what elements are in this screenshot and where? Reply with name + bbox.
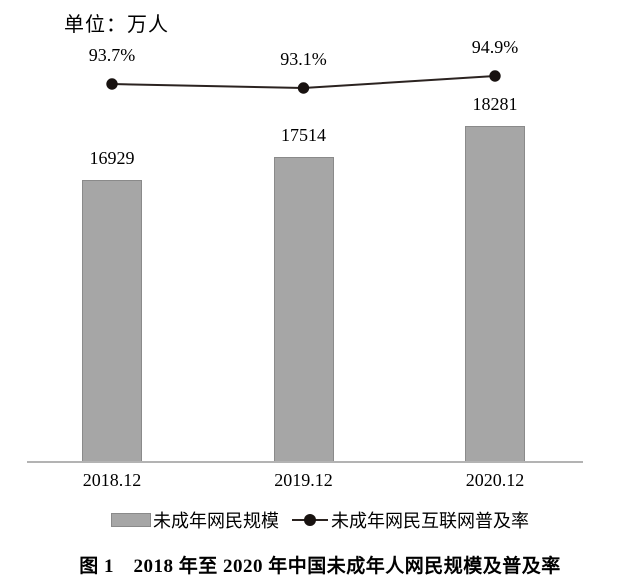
bar-value-label: 16929 — [89, 148, 135, 168]
bar-series-label: 未成年网民规模 — [153, 511, 279, 531]
x-tick-label: 2019.12 — [274, 470, 333, 490]
line-series-label: 未成年网民互联网普及率 — [331, 511, 529, 531]
bar-series-swatch — [111, 513, 151, 527]
line-data-dot — [106, 78, 118, 90]
line-dot-icon — [304, 514, 316, 526]
unit-label: 单位：万人 — [64, 14, 169, 36]
line-data-dot — [297, 82, 310, 94]
x-tick-label: 2020.12 — [465, 470, 525, 490]
bar-2018.12 — [82, 180, 142, 462]
bar-2019.12 — [273, 157, 334, 462]
line-value-label: 93.7% — [88, 45, 136, 65]
legend: 未成年网民规模 未成年网民互联网普及率 — [0, 507, 640, 533]
bar-2020.12 — [465, 126, 525, 462]
line-value-label: 93.1% — [280, 49, 327, 69]
bar-value-label: 17514 — [281, 125, 326, 145]
line-series-marker — [292, 514, 328, 526]
bar-value-label: 18281 — [472, 94, 518, 114]
line-value-label: 94.9% — [471, 37, 519, 57]
x-axis-line — [27, 461, 583, 463]
figure-caption: 图 1 2018 年至 2020 年中国未成年人网民规模及普及率 — [79, 556, 561, 577]
x-tick-label: 2018.12 — [82, 470, 142, 490]
line-data-dot — [489, 70, 501, 82]
